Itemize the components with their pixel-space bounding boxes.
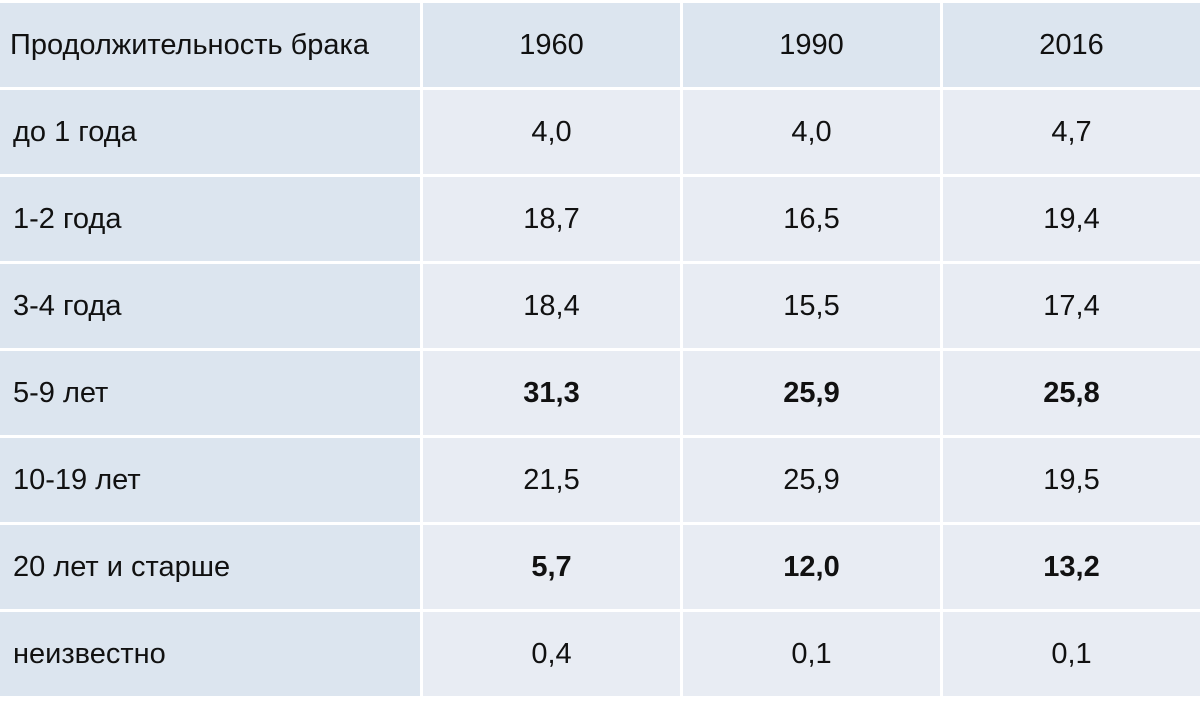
table-cell: 16,5	[683, 177, 940, 261]
table-cell: 31,3	[423, 351, 680, 435]
row-label: 1-2 года	[0, 177, 420, 261]
header-row: Продолжительность брака 1960 1990 2016	[0, 3, 1200, 87]
table-row: 20 лет и старше 5,7 12,0 13,2	[0, 525, 1200, 609]
header-year-1990: 1990	[683, 3, 940, 87]
row-label: 20 лет и старше	[0, 525, 420, 609]
row-label: 10-19 лет	[0, 438, 420, 522]
table-cell: 15,5	[683, 264, 940, 348]
table-cell: 25,9	[683, 351, 940, 435]
header-year-1960: 1960	[423, 3, 680, 87]
table-cell: 5,7	[423, 525, 680, 609]
table-cell: 0,1	[683, 612, 940, 696]
table-cell: 4,0	[423, 90, 680, 174]
table-cell: 25,8	[943, 351, 1200, 435]
row-label: до 1 года	[0, 90, 420, 174]
table-cell: 4,0	[683, 90, 940, 174]
table-cell: 19,5	[943, 438, 1200, 522]
table-cell: 21,5	[423, 438, 680, 522]
table-row: неизвестно 0,4 0,1 0,1	[0, 612, 1200, 696]
header-year-2016: 2016	[943, 3, 1200, 87]
row-label: 5-9 лет	[0, 351, 420, 435]
table-row: 5-9 лет 31,3 25,9 25,8	[0, 351, 1200, 435]
table-cell: 0,4	[423, 612, 680, 696]
table-cell: 0,1	[943, 612, 1200, 696]
table-row: 3-4 года 18,4 15,5 17,4	[0, 264, 1200, 348]
table-cell: 17,4	[943, 264, 1200, 348]
table-cell: 13,2	[943, 525, 1200, 609]
table-cell: 18,7	[423, 177, 680, 261]
table-cell: 19,4	[943, 177, 1200, 261]
row-label: неизвестно	[0, 612, 420, 696]
table-row: 10-19 лет 21,5 25,9 19,5	[0, 438, 1200, 522]
row-label: 3-4 года	[0, 264, 420, 348]
table-cell: 18,4	[423, 264, 680, 348]
table-cell: 4,7	[943, 90, 1200, 174]
table-row: 1-2 года 18,7 16,5 19,4	[0, 177, 1200, 261]
table-cell: 25,9	[683, 438, 940, 522]
header-label: Продолжительность брака	[0, 3, 420, 87]
table-cell: 12,0	[683, 525, 940, 609]
table-row: до 1 года 4,0 4,0 4,7	[0, 90, 1200, 174]
